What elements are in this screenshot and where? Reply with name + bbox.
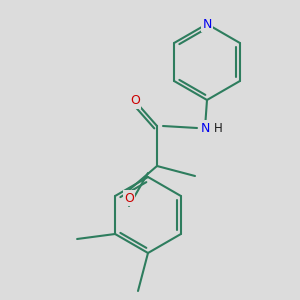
Text: N: N — [202, 17, 212, 31]
Text: O: O — [124, 191, 134, 205]
Text: N: N — [200, 122, 210, 134]
Text: O: O — [130, 94, 140, 107]
Text: H: H — [214, 122, 222, 136]
